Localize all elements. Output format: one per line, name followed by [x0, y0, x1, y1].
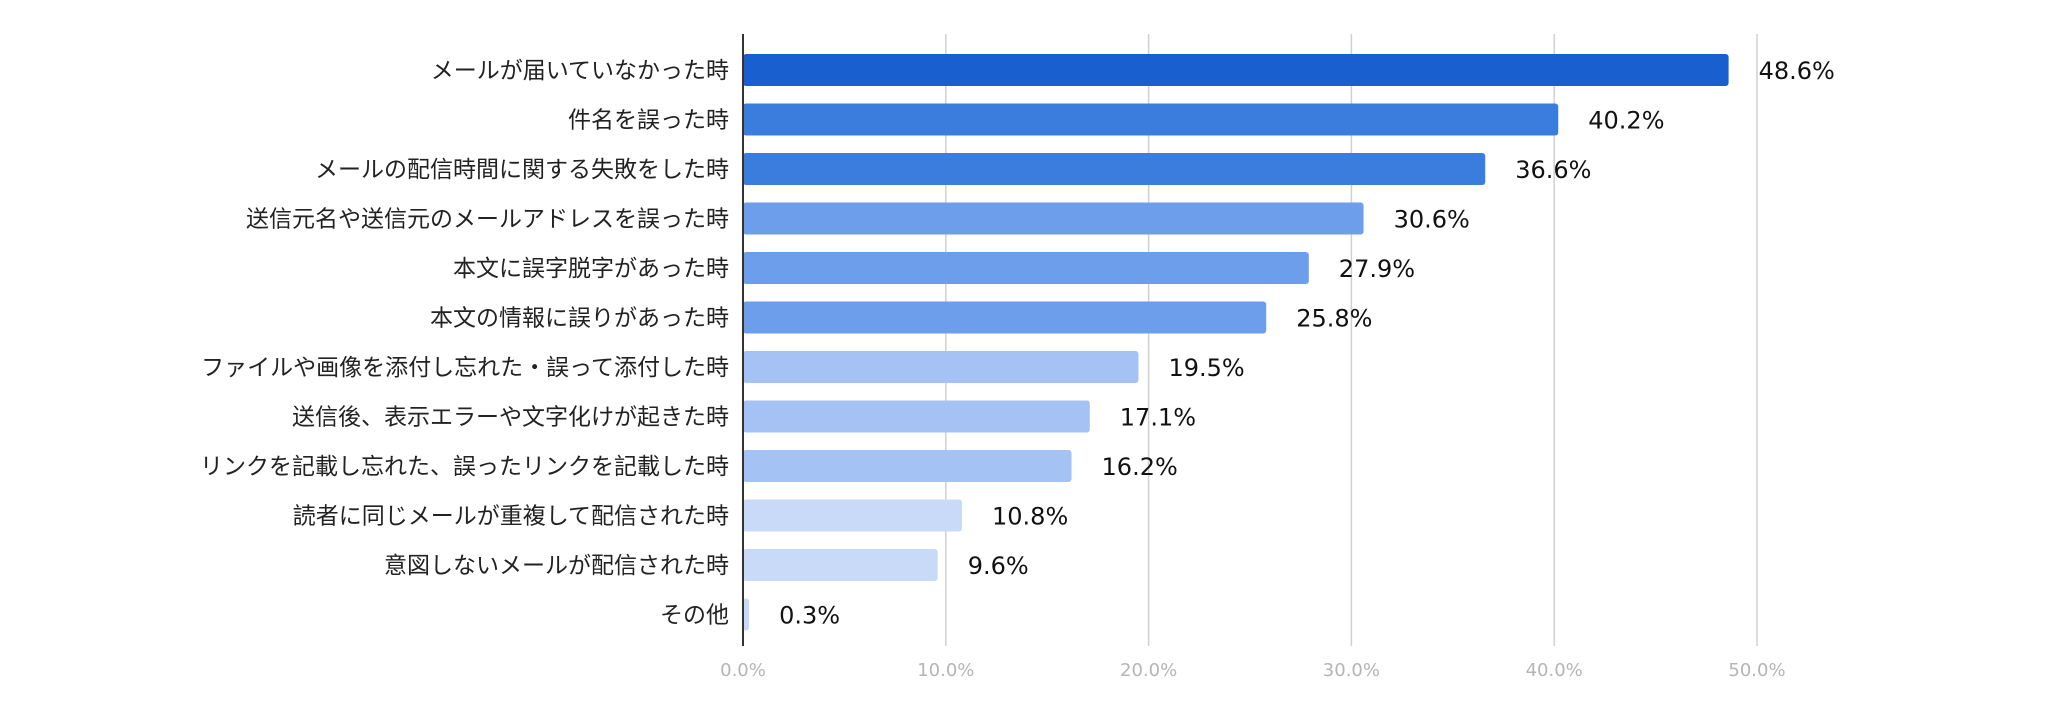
- bar: [743, 351, 1139, 383]
- bar: [743, 103, 1559, 136]
- value-label: 27.9%: [1339, 255, 1415, 283]
- category-label: メールの配信時間に関する失敗をした時: [315, 157, 729, 183]
- x-tick-labels: 0.0% 10.0% 20.0% 30.0% 40.0% 50.0%: [720, 660, 1785, 681]
- bar: [743, 54, 1729, 86]
- value-label: 25.8%: [1296, 305, 1372, 333]
- bar: [743, 202, 1364, 235]
- value-labels: 48.6% 40.2% 36.6% 30.6% 27.9% 25.8% 19.5% 17.1%…: [779, 57, 1835, 630]
- value-label: 30.6%: [1394, 206, 1470, 234]
- category-label: メールが届いていなかった時: [431, 58, 729, 84]
- bar: [743, 153, 1486, 185]
- category-labels: メールが届いていなかった時件名を誤った時メールの配信時間に関する失敗をした時送信…: [200, 58, 729, 629]
- value-label: 17.1%: [1120, 404, 1196, 432]
- category-label: 件名を誤った時: [568, 108, 729, 134]
- category-label: 本文の情報に誤りがあった時: [430, 306, 729, 332]
- x-tick-label: 40.0%: [1526, 660, 1583, 681]
- category-label: 本文に誤字脱字があった時: [453, 256, 729, 282]
- bars: [743, 54, 1729, 631]
- value-label: 40.2%: [1588, 107, 1664, 135]
- value-label: 10.8%: [992, 503, 1068, 531]
- bar: [743, 400, 1090, 433]
- value-label: 36.6%: [1515, 156, 1591, 184]
- bar: [743, 450, 1072, 482]
- x-tick-label: 50.0%: [1728, 660, 1785, 681]
- value-label: 16.2%: [1102, 453, 1178, 481]
- value-label: 48.6%: [1759, 57, 1835, 85]
- bar: [743, 549, 938, 581]
- bar: [743, 499, 963, 532]
- category-label: ファイルや画像を添付し忘れた・誤って添付した時: [201, 355, 729, 381]
- value-label: 19.5%: [1168, 354, 1244, 382]
- bar: [743, 598, 750, 631]
- x-tick-label: 20.0%: [1120, 660, 1177, 681]
- grid-lines: [945, 34, 1758, 646]
- category-label: 送信元名や送信元のメールアドレスを誤った時: [246, 207, 729, 233]
- value-label: 0.3%: [779, 602, 840, 630]
- value-label: 9.6%: [968, 552, 1029, 580]
- bar: [743, 252, 1309, 284]
- x-tick-label: 10.0%: [917, 660, 974, 681]
- bar: [743, 301, 1267, 334]
- category-label: 意図しないメールが配信された時: [384, 553, 729, 579]
- category-label: リンクを記載し忘れた、誤ったリンクを記載した時: [200, 454, 729, 480]
- x-tick-label: 30.0%: [1323, 660, 1380, 681]
- x-tick-label: 0.0%: [720, 660, 766, 681]
- category-label: その他: [660, 603, 729, 629]
- category-label: 送信後、表示エラーや文字化けが起きた時: [292, 405, 729, 431]
- category-label: 読者に同じメールが重複して配信された時: [293, 504, 729, 530]
